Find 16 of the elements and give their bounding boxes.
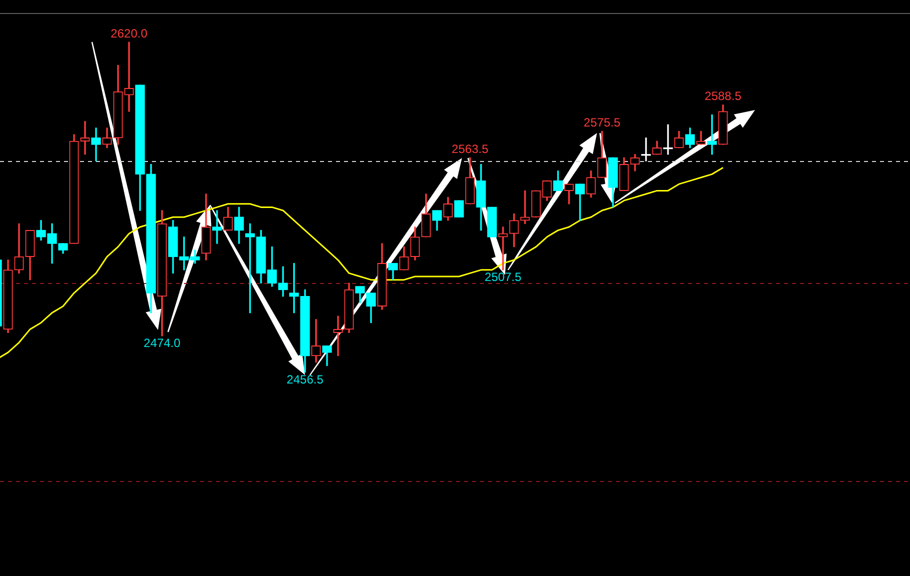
annotation: 2563.5 bbox=[452, 142, 489, 156]
annotation: 2588.5 bbox=[704, 89, 742, 104]
annotation: 2507.5 bbox=[484, 270, 522, 284]
candlestick bbox=[311, 319, 321, 363]
annotation: 2456.5 bbox=[286, 372, 324, 387]
candlestick bbox=[212, 210, 222, 244]
candlestick bbox=[91, 128, 101, 162]
candlestick bbox=[80, 121, 90, 155]
annotation: 2620.0 bbox=[110, 26, 148, 40]
annotation: 2575.5 bbox=[584, 116, 621, 130]
candlestick bbox=[663, 124, 673, 155]
candlestick bbox=[641, 138, 651, 162]
candlestick bbox=[333, 316, 343, 356]
candlestick bbox=[707, 114, 717, 155]
candlestick bbox=[124, 42, 134, 112]
annotation: 2474.0 bbox=[144, 336, 181, 350]
